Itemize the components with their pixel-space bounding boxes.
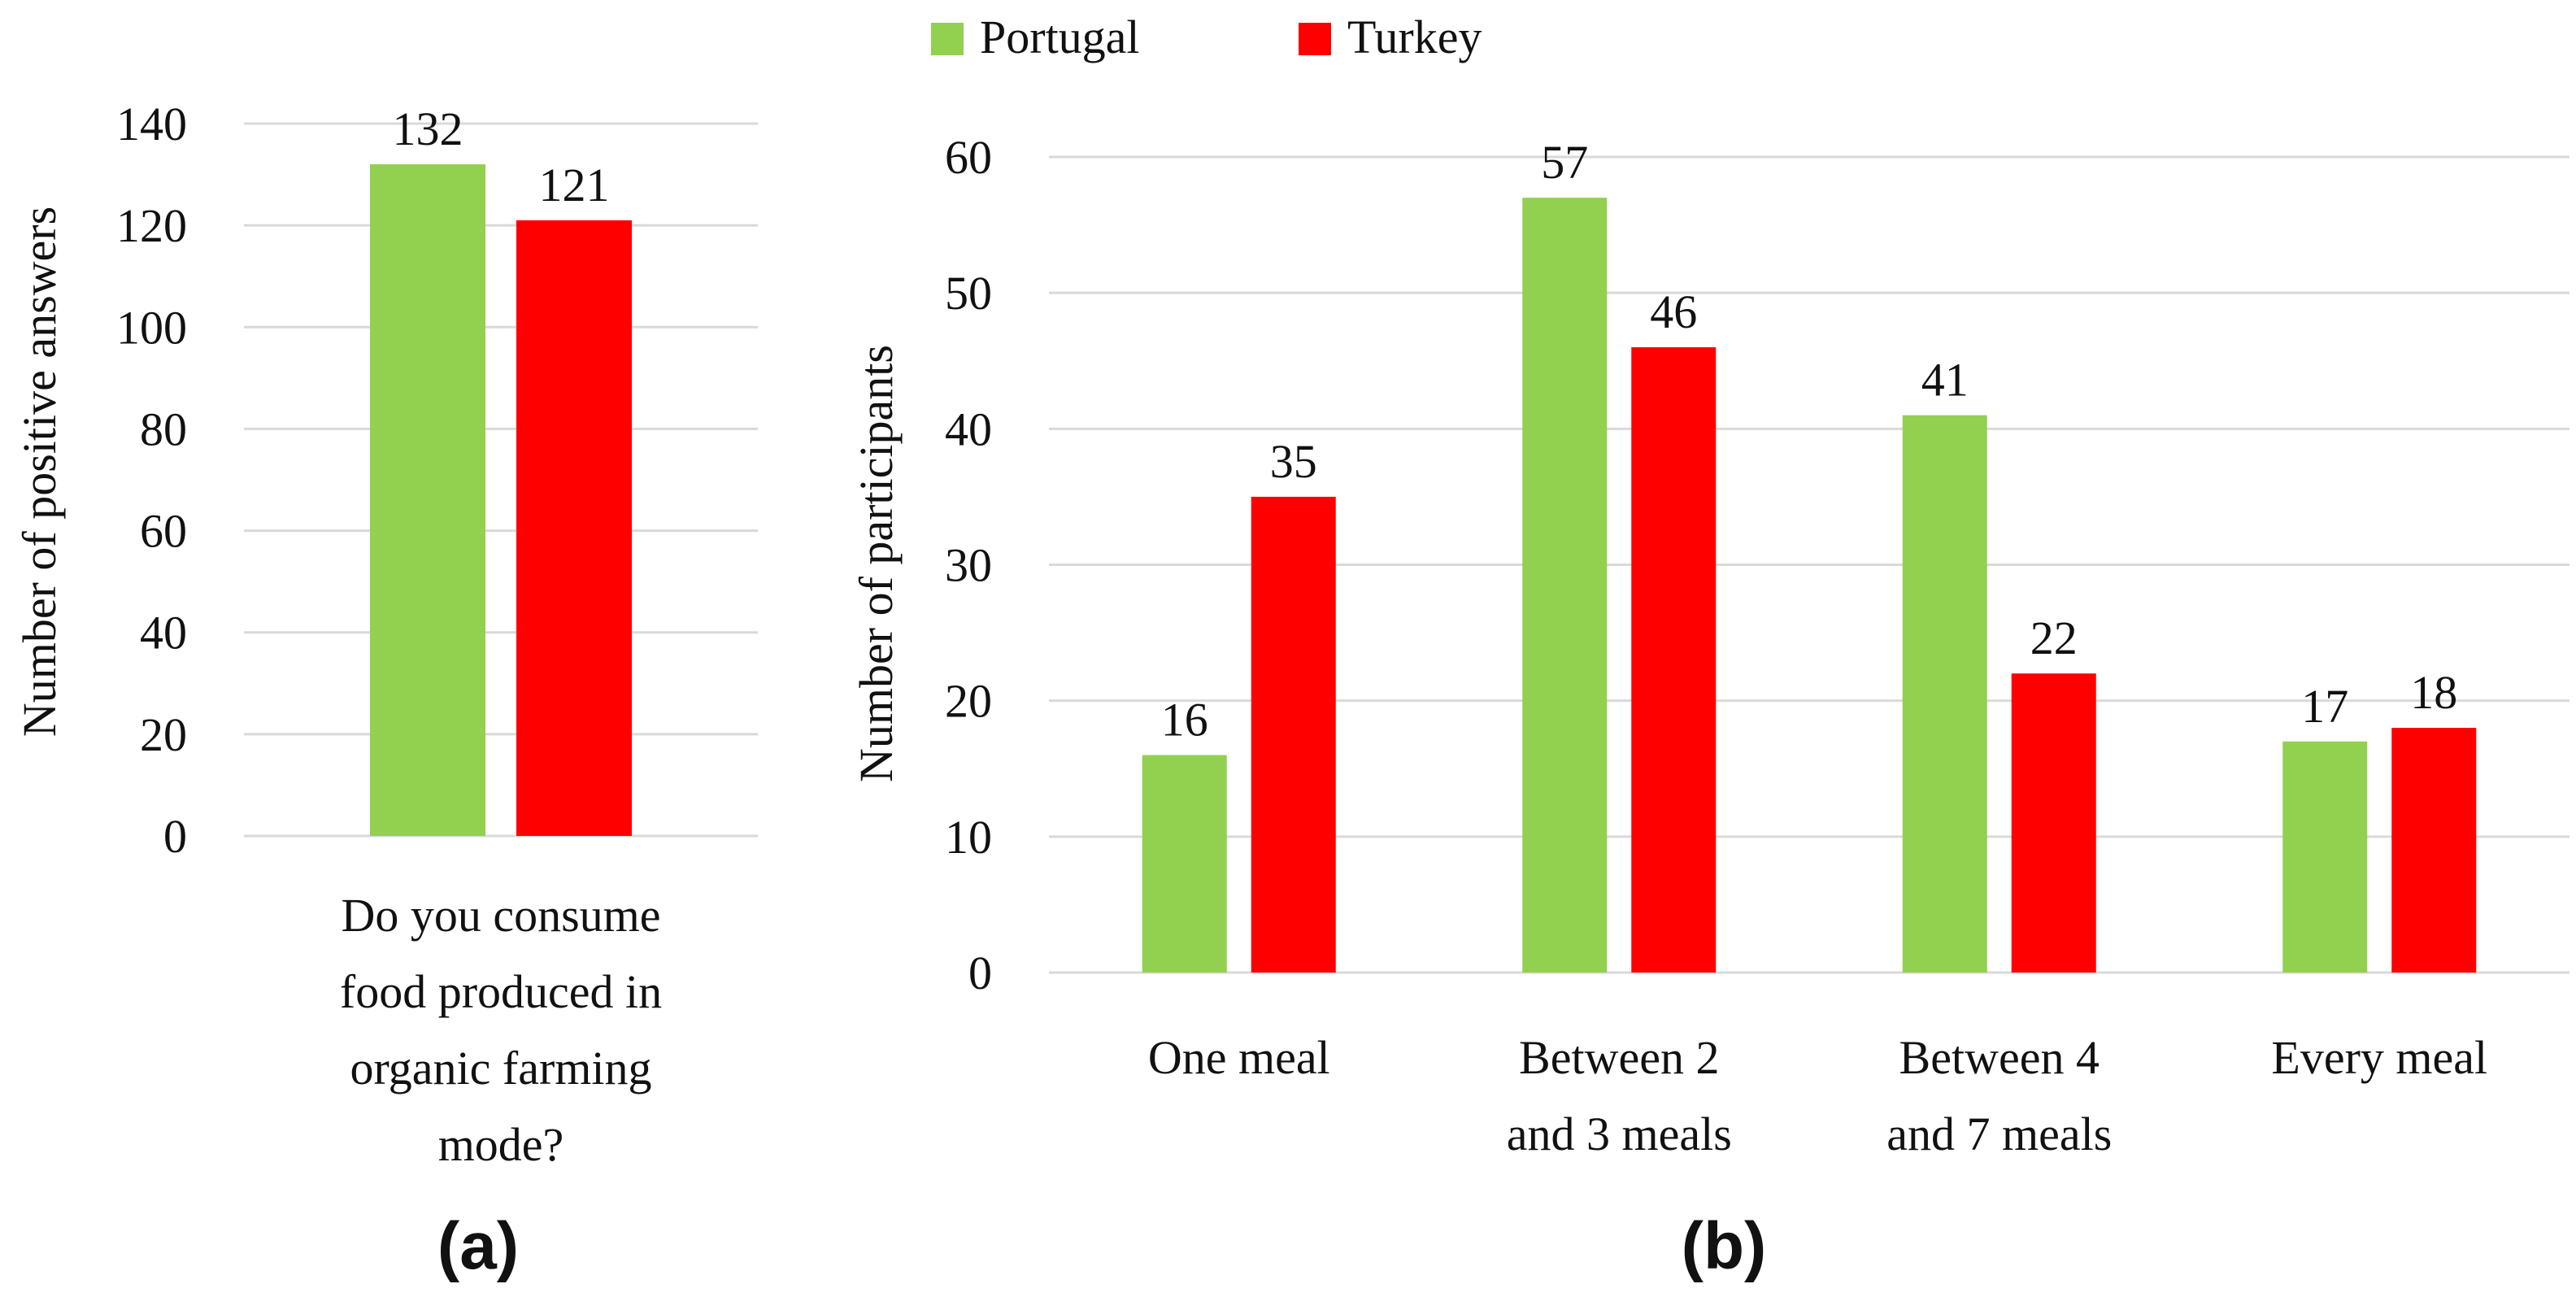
- panel-b-label: (b): [1682, 1209, 1767, 1283]
- chart-b-ytick-label-60: 60: [945, 131, 992, 184]
- chart-b-bar-portugal-4: [2282, 741, 2368, 973]
- legend: Portugal Turkey: [931, 11, 1482, 63]
- chart-a-data-labels: 132 121: [393, 102, 610, 211]
- chart-b-data-label-portugal-1: 16: [1161, 694, 1208, 746]
- chart-a-category-labels: Do you consume food produced in organic fa…: [340, 889, 662, 1171]
- chart-b-data-labels: 16 35 57 46 41 22 17 18: [1161, 136, 2458, 746]
- chart-b-yticks: 0 10 20 30 40 50 60: [945, 131, 992, 999]
- legend-label-portugal: Portugal: [980, 11, 1140, 63]
- chart-b-ytick-label-40: 40: [945, 403, 992, 455]
- chart-b-data-label-turkey-2: 46: [1650, 285, 1697, 338]
- chart-b-bar-turkey-4: [2391, 728, 2477, 973]
- chart-a-ytick-label-120: 120: [116, 199, 187, 252]
- chart-a-category-label-1: Do you consume food produced in organic fa…: [340, 889, 662, 1171]
- chart-b-data-label-portugal-3: 41: [1921, 354, 1969, 407]
- chart-b-data-label-turkey-1: 35: [1270, 435, 1317, 488]
- legend-swatch-turkey: [1299, 23, 1331, 55]
- chart-b-bars: [1142, 198, 2477, 973]
- chart-b-data-label-portugal-4: 17: [2301, 680, 2348, 733]
- chart-a-ytick-label-40: 40: [140, 607, 187, 659]
- chart-b-category-label-2: Between 2 and 3 meals: [1507, 1031, 1732, 1160]
- chart-b-bar-turkey-3: [2011, 673, 2096, 973]
- chart-b-data-label-portugal-2: 57: [1541, 136, 1588, 189]
- chart-a-ytick-label-100: 100: [116, 301, 187, 354]
- chart-b-data-label-turkey-4: 18: [2410, 666, 2457, 719]
- chart-a-ytick-label-80: 80: [140, 403, 187, 455]
- chart-a-ytick-label-20: 20: [140, 708, 187, 761]
- chart-a-data-label-turkey-1: 121: [539, 159, 610, 211]
- chart-a: 0 20 40 60 80 100 120 140 132 121 Do you consume…: [13, 98, 758, 1283]
- chart-b-bar-portugal-1: [1142, 755, 1227, 973]
- chart-b: 0 10 20 30 40 50 60 16 35 57 46 41 22 17 18 One meal B…: [850, 131, 2569, 1283]
- chart-b-category-label-1: One meal: [1148, 1031, 1330, 1084]
- chart-a-bars: [370, 164, 632, 837]
- chart-a-ytick-label-0: 0: [163, 810, 187, 863]
- chart-b-bar-turkey-2: [1631, 347, 1717, 973]
- chart-b-bar-portugal-3: [1902, 415, 1987, 973]
- chart-b-bar-turkey-1: [1251, 496, 1336, 973]
- chart-b-ytick-label-20: 20: [945, 675, 992, 728]
- chart-b-y-axis-title: Number of participants: [850, 345, 903, 782]
- chart-b-bar-portugal-2: [1522, 198, 1608, 973]
- chart-a-y-axis-title: Number of positive answers: [13, 207, 66, 737]
- chart-a-ytick-label-140: 140: [116, 98, 187, 150]
- chart-a-grid: [244, 122, 758, 838]
- legend-label-turkey: Turkey: [1347, 11, 1482, 63]
- chart-a-bar-turkey-1: [516, 220, 632, 836]
- chart-b-category-label-3: Between 4 and 7 meals: [1886, 1031, 2112, 1160]
- chart-a-data-label-portugal-1: 132: [393, 102, 463, 155]
- chart-b-ytick-label-50: 50: [945, 267, 992, 320]
- chart-b-category-labels: One meal Between 2 and 3 meals Between 4 and…: [1148, 1031, 2487, 1160]
- chart-a-ytick-label-60: 60: [140, 505, 187, 558]
- legend-swatch-portugal: [931, 23, 964, 55]
- panel-a-label: (a): [437, 1209, 519, 1283]
- chart-b-data-label-turkey-3: 22: [2030, 612, 2078, 664]
- chart-b-ytick-label-0: 0: [968, 947, 992, 999]
- chart-a-yticks: 0 20 40 60 80 100 120 140: [116, 98, 187, 863]
- chart-a-bar-portugal-1: [370, 164, 485, 837]
- chart-b-category-label-4: Every meal: [2271, 1031, 2487, 1084]
- chart-b-ytick-label-10: 10: [945, 811, 992, 864]
- chart-b-ytick-label-30: 30: [945, 539, 992, 592]
